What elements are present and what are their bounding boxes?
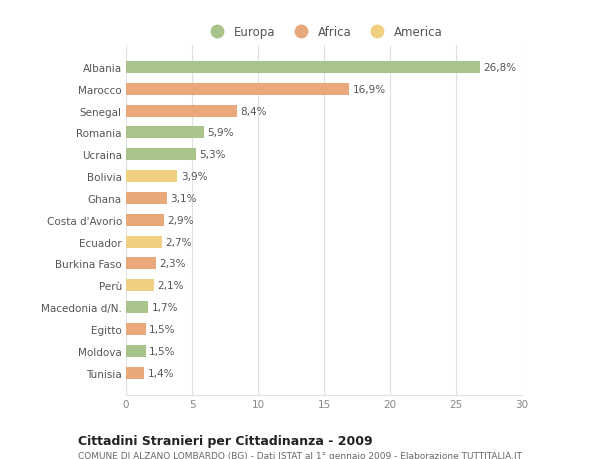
Text: 2,1%: 2,1% [157, 281, 184, 291]
Bar [126, 367, 145, 379]
Bar [126, 62, 480, 74]
Bar [126, 214, 164, 226]
Text: 5,9%: 5,9% [207, 128, 233, 138]
Text: 3,9%: 3,9% [181, 172, 207, 182]
Text: 1,7%: 1,7% [152, 302, 178, 313]
Text: 1,5%: 1,5% [149, 346, 176, 356]
Bar [126, 149, 196, 161]
Bar [126, 345, 146, 357]
Text: 3,1%: 3,1% [170, 194, 197, 203]
Text: 26,8%: 26,8% [483, 63, 516, 73]
Text: 1,4%: 1,4% [148, 368, 174, 378]
Bar [126, 323, 146, 335]
Bar [126, 84, 349, 95]
Bar [126, 171, 178, 183]
Bar [126, 302, 148, 313]
Text: 2,3%: 2,3% [160, 259, 186, 269]
Text: 1,5%: 1,5% [149, 325, 176, 334]
Bar [126, 192, 167, 205]
Bar [126, 106, 237, 118]
Legend: Europa, Africa, America: Europa, Africa, America [203, 24, 445, 42]
Bar [126, 127, 204, 139]
Bar [126, 258, 157, 270]
Bar [126, 236, 161, 248]
Text: 5,3%: 5,3% [199, 150, 226, 160]
Text: 2,7%: 2,7% [165, 237, 191, 247]
Text: 16,9%: 16,9% [352, 84, 386, 95]
Text: Cittadini Stranieri per Cittadinanza - 2009: Cittadini Stranieri per Cittadinanza - 2… [78, 434, 373, 447]
Text: 2,9%: 2,9% [167, 215, 194, 225]
Text: COMUNE DI ALZANO LOMBARDO (BG) - Dati ISTAT al 1° gennaio 2009 - Elaborazione TU: COMUNE DI ALZANO LOMBARDO (BG) - Dati IS… [78, 451, 522, 459]
Bar [126, 280, 154, 292]
Text: 8,4%: 8,4% [240, 106, 266, 116]
